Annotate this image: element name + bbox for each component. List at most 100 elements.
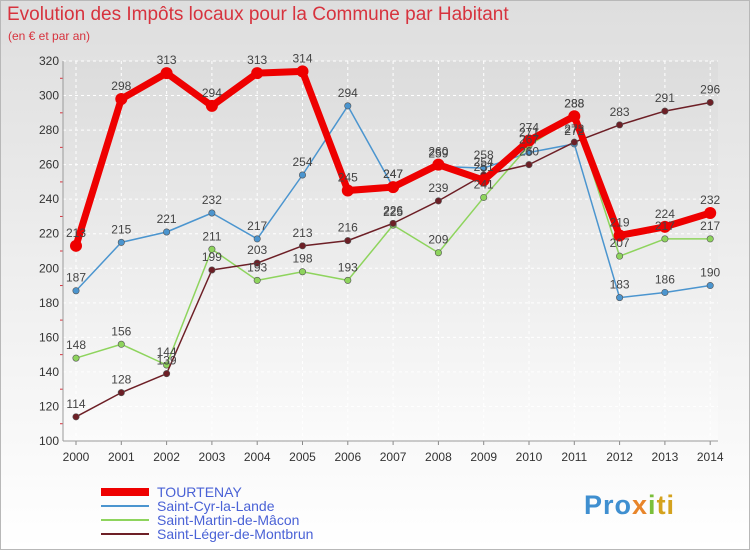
logo-part-4: ti xyxy=(656,490,676,520)
x-tick-label: 2009 xyxy=(470,450,497,464)
data-point xyxy=(523,134,535,147)
data-label: 224 xyxy=(655,207,675,221)
y-tick-label: 260 xyxy=(39,158,59,172)
data-point xyxy=(616,252,624,260)
x-tick-label: 2001 xyxy=(108,450,135,464)
x-tick-label: 2002 xyxy=(153,450,180,464)
data-label: 291 xyxy=(655,91,675,105)
legend-label: Saint-Léger-de-Montbrun xyxy=(157,526,313,542)
data-point xyxy=(525,149,533,157)
data-label: 213 xyxy=(66,226,86,240)
data-point xyxy=(72,287,80,295)
data-label: 241 xyxy=(474,177,494,191)
legend-label: Saint-Martin-de-Mâcon xyxy=(157,512,299,528)
data-point xyxy=(72,413,80,421)
data-label: 199 xyxy=(202,250,222,264)
y-tick-label: 200 xyxy=(39,261,59,275)
data-label: 216 xyxy=(338,221,358,235)
data-point xyxy=(661,288,669,296)
data-point xyxy=(298,268,306,276)
data-label: 190 xyxy=(700,266,720,280)
data-point xyxy=(434,197,442,205)
x-tick-label: 2000 xyxy=(63,450,90,464)
y-tick-label: 140 xyxy=(39,365,59,379)
x-tick-label: 2014 xyxy=(697,450,724,464)
data-label: 259 xyxy=(428,146,448,160)
data-label: 251 xyxy=(474,160,494,174)
data-point xyxy=(613,229,626,242)
data-label: 193 xyxy=(247,260,267,274)
data-label: 209 xyxy=(428,233,448,247)
data-label: 144 xyxy=(157,345,177,359)
data-label: 288 xyxy=(564,96,584,110)
chart-subtitle: (en € et par an) xyxy=(8,29,91,43)
y-tick-label: 160 xyxy=(39,330,59,344)
data-point xyxy=(480,164,488,172)
data-label: 313 xyxy=(247,53,267,67)
data-point xyxy=(477,174,490,187)
legend: TOURTENAYSaint-Cyr-la-LandeSaint-Martin-… xyxy=(101,484,313,542)
data-label: 273 xyxy=(564,122,584,136)
data-label: 221 xyxy=(157,212,177,226)
data-label: 247 xyxy=(383,167,403,181)
data-label: 139 xyxy=(157,354,177,368)
data-point xyxy=(117,238,125,246)
data-label: 294 xyxy=(202,86,222,100)
x-tick-label: 2013 xyxy=(652,450,679,464)
data-label: 260 xyxy=(428,145,448,159)
data-label: 211 xyxy=(202,229,221,243)
data-label: 198 xyxy=(292,252,312,266)
data-label: 254 xyxy=(292,155,312,169)
data-label: 156 xyxy=(111,324,131,338)
y-tick-label: 300 xyxy=(39,89,59,103)
data-point xyxy=(160,67,173,80)
data-label: 294 xyxy=(338,86,358,100)
data-label: 283 xyxy=(610,105,630,119)
data-label: 187 xyxy=(66,271,86,285)
data-point xyxy=(253,235,261,243)
data-point xyxy=(72,354,80,362)
data-point xyxy=(568,110,581,123)
data-point xyxy=(115,93,128,105)
data-point xyxy=(616,121,624,129)
data-label: 232 xyxy=(700,193,720,207)
data-labels: 213 298 313 294 313 314 245 247 260 251 274 288 219 2… xyxy=(66,51,721,410)
data-label: 313 xyxy=(157,53,177,67)
data-point xyxy=(389,219,397,227)
axes: 100 120 140 160 180 200 220 240 260 280 300 320 2000… xyxy=(39,54,724,464)
x-tick-label: 2008 xyxy=(425,450,452,464)
logo-part-1: Pro xyxy=(584,490,633,520)
data-point xyxy=(208,266,216,274)
data-label: 226 xyxy=(383,203,403,217)
data-label: 258 xyxy=(474,148,494,162)
data-point xyxy=(70,239,82,252)
data-label: 271 xyxy=(519,126,539,140)
logo-part-2: x xyxy=(632,490,649,520)
data-point xyxy=(298,242,306,250)
x-tick-label: 2006 xyxy=(334,450,361,464)
y-tick-label: 180 xyxy=(39,296,59,310)
x-tick-label: 2003 xyxy=(199,450,226,464)
legend-label: TOURTENAY xyxy=(157,484,242,500)
data-label: 217 xyxy=(655,219,675,233)
y-tick-label: 240 xyxy=(39,192,59,206)
data-point xyxy=(387,181,400,194)
data-point xyxy=(570,138,578,146)
data-point xyxy=(480,193,488,201)
data-label: 232 xyxy=(202,193,222,207)
x-tick-label: 2011 xyxy=(561,450,587,464)
data-label: 247 xyxy=(383,167,403,181)
data-point xyxy=(296,65,309,78)
logo-part-3: i xyxy=(648,490,657,520)
y-tick-label: 280 xyxy=(39,123,59,137)
data-point xyxy=(298,171,306,179)
series-layer xyxy=(70,65,717,421)
data-label: 239 xyxy=(428,181,448,195)
data-point xyxy=(163,370,171,378)
x-tick-label: 2005 xyxy=(289,450,316,464)
data-label: 272 xyxy=(564,124,584,138)
data-label: 217 xyxy=(247,219,267,233)
x-tick-label: 2004 xyxy=(244,450,271,464)
